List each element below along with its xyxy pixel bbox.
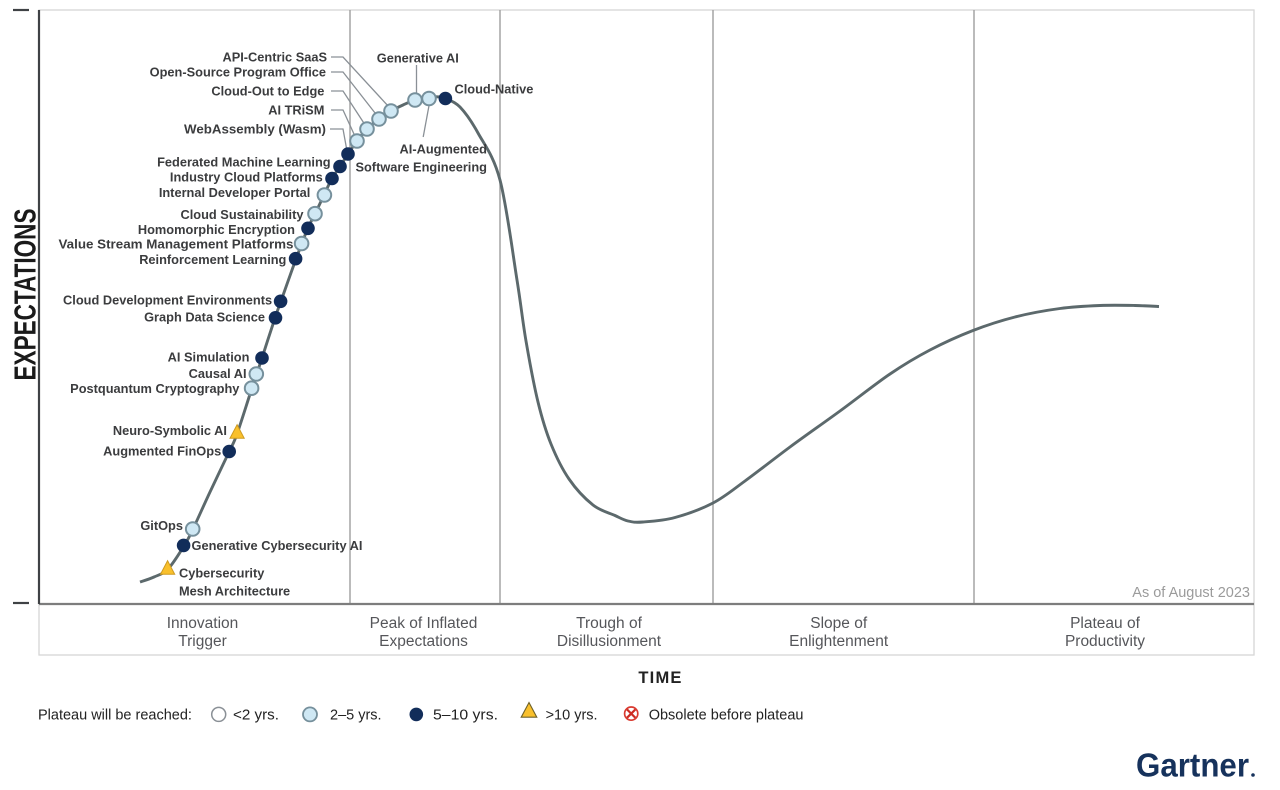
svg-text:AI Simulation: AI Simulation xyxy=(168,350,250,365)
svg-text:Mesh Architecture: Mesh Architecture xyxy=(179,584,290,599)
svg-text:Trigger: Trigger xyxy=(178,633,227,650)
svg-text:Cloud Sustainability: Cloud Sustainability xyxy=(180,207,304,222)
svg-text:Plateau of: Plateau of xyxy=(1070,615,1140,632)
svg-text:Neuro-Symbolic AI: Neuro-Symbolic AI xyxy=(113,423,227,438)
svg-text:Slope of: Slope of xyxy=(810,615,868,632)
svg-text:<2 yrs.: <2 yrs. xyxy=(233,708,279,724)
svg-text:Cloud-Native: Cloud-Native xyxy=(455,82,534,97)
svg-text:GitOps: GitOps xyxy=(140,518,183,533)
svg-text:WebAssembly (Wasm): WebAssembly (Wasm) xyxy=(184,122,326,137)
svg-text:Internal Developer Portal: Internal Developer Portal xyxy=(159,185,310,200)
svg-text:Postquantum Cryptography: Postquantum Cryptography xyxy=(70,381,240,396)
svg-text:2–5 yrs.: 2–5 yrs. xyxy=(330,708,382,724)
svg-text:Enlightenment: Enlightenment xyxy=(789,633,889,650)
svg-text:Productivity: Productivity xyxy=(1065,633,1145,650)
svg-text:Graph Data Science: Graph Data Science xyxy=(144,310,265,325)
svg-text:Obsolete before plateau: Obsolete before plateau xyxy=(649,708,804,724)
svg-text:Disillusionment: Disillusionment xyxy=(557,633,662,650)
svg-text:Homomorphic Encryption: Homomorphic Encryption xyxy=(138,222,295,237)
svg-text:>10 yrs.: >10 yrs. xyxy=(546,708,598,724)
svg-text:Value Stream Management Platfo: Value Stream Management Platforms xyxy=(59,237,294,252)
svg-text:Industry Cloud Platforms: Industry Cloud Platforms xyxy=(170,169,323,184)
svg-text:Generative Cybersecurity AI: Generative Cybersecurity AI xyxy=(192,538,363,553)
svg-text:As of August 2023: As of August 2023 xyxy=(1132,585,1250,601)
svg-text:AI-Augmented: AI-Augmented xyxy=(400,142,487,157)
svg-text:Federated Machine Learning: Federated Machine Learning xyxy=(157,155,331,170)
svg-text:Peak of Inflated: Peak of Inflated xyxy=(370,615,478,632)
svg-text:AI TRiSM: AI TRiSM xyxy=(268,103,324,118)
svg-text:Expectations: Expectations xyxy=(379,633,468,650)
svg-text:Cloud-Out to Edge: Cloud-Out to Edge xyxy=(211,84,324,99)
svg-text:EXPECTATIONS: EXPECTATIONS xyxy=(8,209,43,381)
svg-text:Causal AI: Causal AI xyxy=(189,366,247,381)
svg-text:Augmented FinOps: Augmented FinOps xyxy=(103,444,221,459)
svg-text:TIME: TIME xyxy=(638,669,682,687)
svg-text:Trough of: Trough of xyxy=(576,615,642,632)
svg-text:Cybersecurity: Cybersecurity xyxy=(179,566,265,581)
svg-text:Innovation: Innovation xyxy=(167,615,239,632)
svg-text:Open-Source Program Office: Open-Source Program Office xyxy=(150,65,326,80)
svg-text:5–10 yrs.: 5–10 yrs. xyxy=(433,708,498,724)
svg-text:Gartner: Gartner xyxy=(1136,747,1249,784)
svg-text:Plateau will be reached:: Plateau will be reached: xyxy=(38,708,192,724)
svg-text:Reinforcement Learning: Reinforcement Learning xyxy=(139,252,286,267)
svg-text:Software Engineering: Software Engineering xyxy=(355,159,487,174)
svg-text:Generative AI: Generative AI xyxy=(377,51,459,66)
svg-text:API-Centric SaaS: API-Centric SaaS xyxy=(222,50,327,65)
svg-text:Cloud Development Environments: Cloud Development Environments xyxy=(63,293,272,308)
